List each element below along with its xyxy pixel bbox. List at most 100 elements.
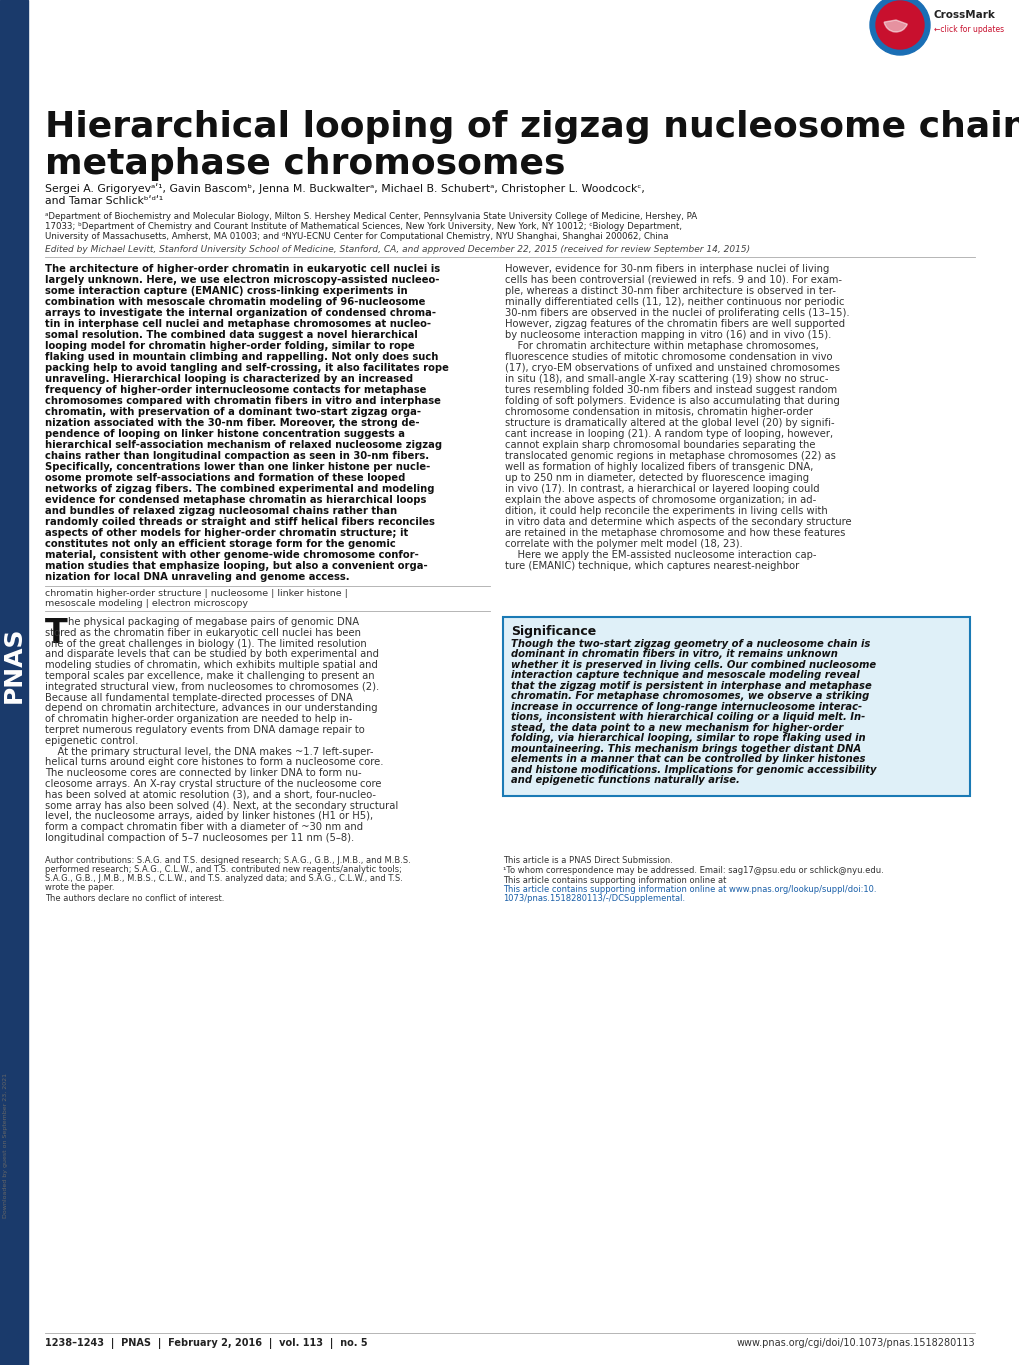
Text: tures resembling folded 30-nm fibers and instead suggest random: tures resembling folded 30-nm fibers and… [504, 385, 837, 394]
Text: increase in occurrence of long-range internucleosome interac-: increase in occurrence of long-range int… [511, 702, 861, 713]
Text: arrays to investigate the internal organization of condensed chroma-: arrays to investigate the internal organ… [45, 308, 435, 318]
Text: aspects of other models for higher-order chromatin structure; it: aspects of other models for higher-order… [45, 528, 408, 538]
Text: looping model for chromatin higher-order folding, similar to rope: looping model for chromatin higher-order… [45, 341, 415, 351]
Text: up to 250 nm in diameter, detected by fluorescence imaging: up to 250 nm in diameter, detected by fl… [504, 474, 808, 483]
Text: translocated genomic regions in metaphase chromosomes (22) as: translocated genomic regions in metaphas… [504, 450, 835, 461]
Text: Author contributions: S.A.G. and T.S. designed research; S.A.G., G.B., J.M.B., a: Author contributions: S.A.G. and T.S. de… [45, 856, 411, 865]
Text: chromatin, with preservation of a dominant two-start zigzag orga-: chromatin, with preservation of a domina… [45, 407, 421, 416]
Text: The architecture of higher-order chromatin in eukaryotic cell nuclei is: The architecture of higher-order chromat… [45, 263, 439, 274]
Text: longitudinal compaction of 5–7 nucleosomes per 11 nm (5–8).: longitudinal compaction of 5–7 nucleosom… [45, 833, 354, 844]
Text: and bundles of relaxed zigzag nucleosomal chains rather than: and bundles of relaxed zigzag nucleosoma… [45, 506, 396, 516]
Text: nization associated with the 30-nm fiber. Moreover, the strong de-: nization associated with the 30-nm fiber… [45, 418, 419, 429]
Text: epigenetic control.: epigenetic control. [45, 736, 139, 745]
Circle shape [875, 1, 923, 49]
Text: tin in interphase cell nuclei and metaphase chromosomes at nucleo-: tin in interphase cell nuclei and metaph… [45, 319, 431, 329]
Text: correlate with the polymer melt model (18, 23).: correlate with the polymer melt model (1… [504, 539, 742, 549]
Text: 17033; ᵇDepartment of Chemistry and Courant Institute of Mathematical Sciences, : 17033; ᵇDepartment of Chemistry and Cour… [45, 222, 682, 231]
Text: packing help to avoid tangling and self-crossing, it also facilitates rope: packing help to avoid tangling and self-… [45, 363, 448, 373]
Circle shape [869, 0, 929, 55]
Text: level, the nucleosome arrays, aided by linker histones (H1 or H5),: level, the nucleosome arrays, aided by l… [45, 811, 373, 822]
Text: However, zigzag features of the chromatin fibers are well supported: However, zigzag features of the chromati… [504, 319, 845, 329]
Text: flaking used in mountain climbing and rappelling. Not only does such: flaking used in mountain climbing and ra… [45, 352, 438, 362]
Text: chromosome condensation in mitosis, chromatin higher-order: chromosome condensation in mitosis, chro… [504, 407, 812, 416]
Text: cannot explain sharp chromosomal boundaries separating the: cannot explain sharp chromosomal boundar… [504, 440, 815, 450]
Text: fluorescence studies of mitotic chromosome condensation in vivo: fluorescence studies of mitotic chromoso… [504, 352, 832, 362]
Text: This article contains supporting information online at www.pnas.org/lookup/suppl: This article contains supporting informa… [502, 885, 875, 894]
Wedge shape [883, 20, 906, 31]
Text: cant increase in looping (21). A random type of looping, however,: cant increase in looping (21). A random … [504, 429, 833, 440]
Text: that the zigzag motif is persistent in interphase and metaphase: that the zigzag motif is persistent in i… [511, 681, 871, 691]
Text: one of the great challenges in biology (1). The limited resolution: one of the great challenges in biology (… [45, 639, 367, 648]
Text: in vitro data and determine which aspects of the secondary structure: in vitro data and determine which aspect… [504, 517, 851, 527]
Text: CrossMark: CrossMark [933, 10, 995, 20]
Text: ←click for updates: ←click for updates [933, 26, 1003, 34]
Text: At the primary structural level, the DNA makes ~1.7 left-super-: At the primary structural level, the DNA… [45, 747, 373, 756]
Text: T: T [45, 617, 67, 650]
Text: are retained in the metaphase chromosome and how these features: are retained in the metaphase chromosome… [504, 528, 845, 538]
Text: largely unknown. Here, we use electron microscopy-assisted nucleeo-: largely unknown. Here, we use electron m… [45, 274, 439, 285]
Text: ture (EMANIC) technique, which captures nearest-neighbor: ture (EMANIC) technique, which captures … [504, 561, 799, 571]
Text: The authors declare no conflict of interest.: The authors declare no conflict of inter… [45, 894, 224, 902]
Text: 30-nm fibers are observed in the nuclei of proliferating cells (13–15).: 30-nm fibers are observed in the nuclei … [504, 308, 849, 318]
Text: Specifically, concentrations lower than one linker histone per nucle-: Specifically, concentrations lower than … [45, 461, 430, 472]
Text: minally differentiated cells (11, 12), neither continuous nor periodic: minally differentiated cells (11, 12), n… [504, 298, 844, 307]
Text: tions, inconsistent with hierarchical coiling or a liquid melt. In-: tions, inconsistent with hierarchical co… [511, 713, 864, 722]
Text: The nucleosome cores are connected by linker DNA to form nu-: The nucleosome cores are connected by li… [45, 768, 362, 778]
Text: stored as the chromatin fiber in eukaryotic cell nuclei has been: stored as the chromatin fiber in eukaryo… [45, 628, 361, 637]
Text: by nucleosome interaction mapping in vitro (16) and in vivo (15).: by nucleosome interaction mapping in vit… [504, 330, 830, 340]
Text: frequency of higher-order internucleosome contacts for metaphase: frequency of higher-order internucleosom… [45, 385, 426, 394]
Text: Though the two-start zigzag geometry of a nucleosome chain is: Though the two-start zigzag geometry of … [511, 639, 869, 648]
Text: form a compact chromatin fiber with a diameter of ~30 nm and: form a compact chromatin fiber with a di… [45, 822, 363, 833]
Text: constitutes not only an efficient storage form for the genomic: constitutes not only an efficient storag… [45, 539, 395, 549]
Text: randomly coiled threads or straight and stiff helical fibers reconciles: randomly coiled threads or straight and … [45, 517, 434, 527]
Text: networks of zigzag fibers. The combined experimental and modeling: networks of zigzag fibers. The combined … [45, 485, 434, 494]
Text: performed research; S.A.G., C.L.W., and T.S. contributed new reagents/analytic t: performed research; S.A.G., C.L.W., and … [45, 865, 401, 874]
Text: evidence for condensed metaphase chromatin as hierarchical loops: evidence for condensed metaphase chromat… [45, 495, 426, 505]
Text: and epigenetic functions naturally arise.: and epigenetic functions naturally arise… [511, 775, 739, 785]
Text: temporal scales par excellence, make it challenging to present an: temporal scales par excellence, make it … [45, 672, 374, 681]
Text: well as formation of highly localized fibers of transgenic DNA,: well as formation of highly localized fi… [504, 461, 812, 472]
Text: Because all fundamental template-directed processes of DNA: Because all fundamental template-directe… [45, 692, 353, 703]
Text: dominant in chromatin fibers in vitro, it remains unknown: dominant in chromatin fibers in vitro, i… [511, 650, 837, 659]
Text: chains rather than longitudinal compaction as seen in 30-nm fibers.: chains rather than longitudinal compacti… [45, 450, 429, 461]
Text: and histone modifications. Implications for genomic accessibility: and histone modifications. Implications … [511, 764, 875, 775]
Text: Hierarchical looping of zigzag nucleosome chains in: Hierarchical looping of zigzag nucleosom… [45, 111, 1019, 143]
Text: wrote the paper.: wrote the paper. [45, 883, 114, 891]
Text: structure is dramatically altered at the global level (20) by signifi-: structure is dramatically altered at the… [504, 418, 834, 429]
Text: has been solved at atomic resolution (3), and a short, four-nucleo-: has been solved at atomic resolution (3)… [45, 790, 376, 800]
Text: PNAS: PNAS [2, 627, 25, 703]
Text: chromosomes compared with chromatin fibers in vitro and interphase: chromosomes compared with chromatin fibe… [45, 396, 440, 405]
Text: depend on chromatin architecture, advances in our understanding: depend on chromatin architecture, advanc… [45, 703, 377, 714]
Text: interaction capture technique and mesoscale modeling reveal: interaction capture technique and mesosc… [511, 670, 859, 681]
Text: pendence of looping on linker histone concentration suggests a: pendence of looping on linker histone co… [45, 429, 405, 440]
Text: some array has also been solved (4). Next, at the secondary structural: some array has also been solved (4). Nex… [45, 801, 397, 811]
Text: unraveling. Hierarchical looping is characterized by an increased: unraveling. Hierarchical looping is char… [45, 374, 413, 384]
Text: and disparate levels that can be studied by both experimental and: and disparate levels that can be studied… [45, 650, 379, 659]
Text: ¹To whom correspondence may be addressed. Email: sag17@psu.edu or schlick@nyu.ed: ¹To whom correspondence may be addressed… [502, 865, 882, 875]
Text: elements in a manner that can be controlled by linker histones: elements in a manner that can be control… [511, 755, 865, 764]
Text: dition, it could help reconcile the experiments in living cells with: dition, it could help reconcile the expe… [504, 506, 827, 516]
Text: hierarchical self-association mechanism of relaxed nucleosome zigzag: hierarchical self-association mechanism … [45, 440, 441, 450]
Text: This article contains supporting information online at: This article contains supporting informa… [502, 876, 729, 885]
Bar [0, 0, 28, 1365]
Text: material, consistent with other genome-wide chromosome confor-: material, consistent with other genome-w… [45, 550, 419, 560]
Text: Sergei A. Grigoryevᵃʹ¹, Gavin Bascomᵇ, Jenna M. Buckwalterᵃ, Michael B. Schubert: Sergei A. Grigoryevᵃʹ¹, Gavin Bascomᵇ, J… [45, 183, 644, 194]
Text: somal resolution. The combined data suggest a novel hierarchical: somal resolution. The combined data sugg… [45, 330, 418, 340]
Text: in vivo (17). In contrast, a hierarchical or layered looping could: in vivo (17). In contrast, a hierarchica… [504, 485, 819, 494]
Text: metaphase chromosomes: metaphase chromosomes [45, 147, 565, 182]
Text: However, evidence for 30-nm fibers in interphase nuclei of living: However, evidence for 30-nm fibers in in… [504, 263, 828, 274]
Text: some interaction capture (EMANIC) cross-linking experiments in: some interaction capture (EMANIC) cross-… [45, 287, 408, 296]
Text: folding of soft polymers. Evidence is also accumulating that during: folding of soft polymers. Evidence is al… [504, 396, 839, 405]
Text: (17), cryo-EM observations of unfixed and unstained chromosomes: (17), cryo-EM observations of unfixed an… [504, 363, 840, 373]
Text: and Tamar Schlickᵇʹᵈʹ¹: and Tamar Schlickᵇʹᵈʹ¹ [45, 197, 163, 206]
Text: Here we apply the EM-assisted nucleosome interaction cap-: Here we apply the EM-assisted nucleosome… [504, 550, 815, 560]
Text: chromatin. For metaphase chromosomes, we observe a striking: chromatin. For metaphase chromosomes, we… [511, 692, 868, 702]
Text: modeling studies of chromatin, which exhibits multiple spatial and: modeling studies of chromatin, which exh… [45, 661, 377, 670]
Text: 1073/pnas.1518280113/-/DCSupplemental.: 1073/pnas.1518280113/-/DCSupplemental. [502, 894, 685, 902]
Text: helical turns around eight core histones to form a nucleosome core.: helical turns around eight core histones… [45, 758, 383, 767]
Text: mountaineering. This mechanism brings together distant DNA: mountaineering. This mechanism brings to… [511, 744, 860, 753]
Text: folding, via hierarchical looping, similar to rope flaking used in: folding, via hierarchical looping, simil… [511, 733, 865, 744]
Text: For chromatin architecture within metaphase chromosomes,: For chromatin architecture within metaph… [504, 341, 818, 351]
Text: Edited by Michael Levitt, Stanford University School of Medicine, Stanford, CA, : Edited by Michael Levitt, Stanford Unive… [45, 244, 749, 254]
Text: University of Massachusetts, Amherst, MA 01003; and ᵈNYU-ECNU Center for Computa: University of Massachusetts, Amherst, MA… [45, 232, 667, 242]
